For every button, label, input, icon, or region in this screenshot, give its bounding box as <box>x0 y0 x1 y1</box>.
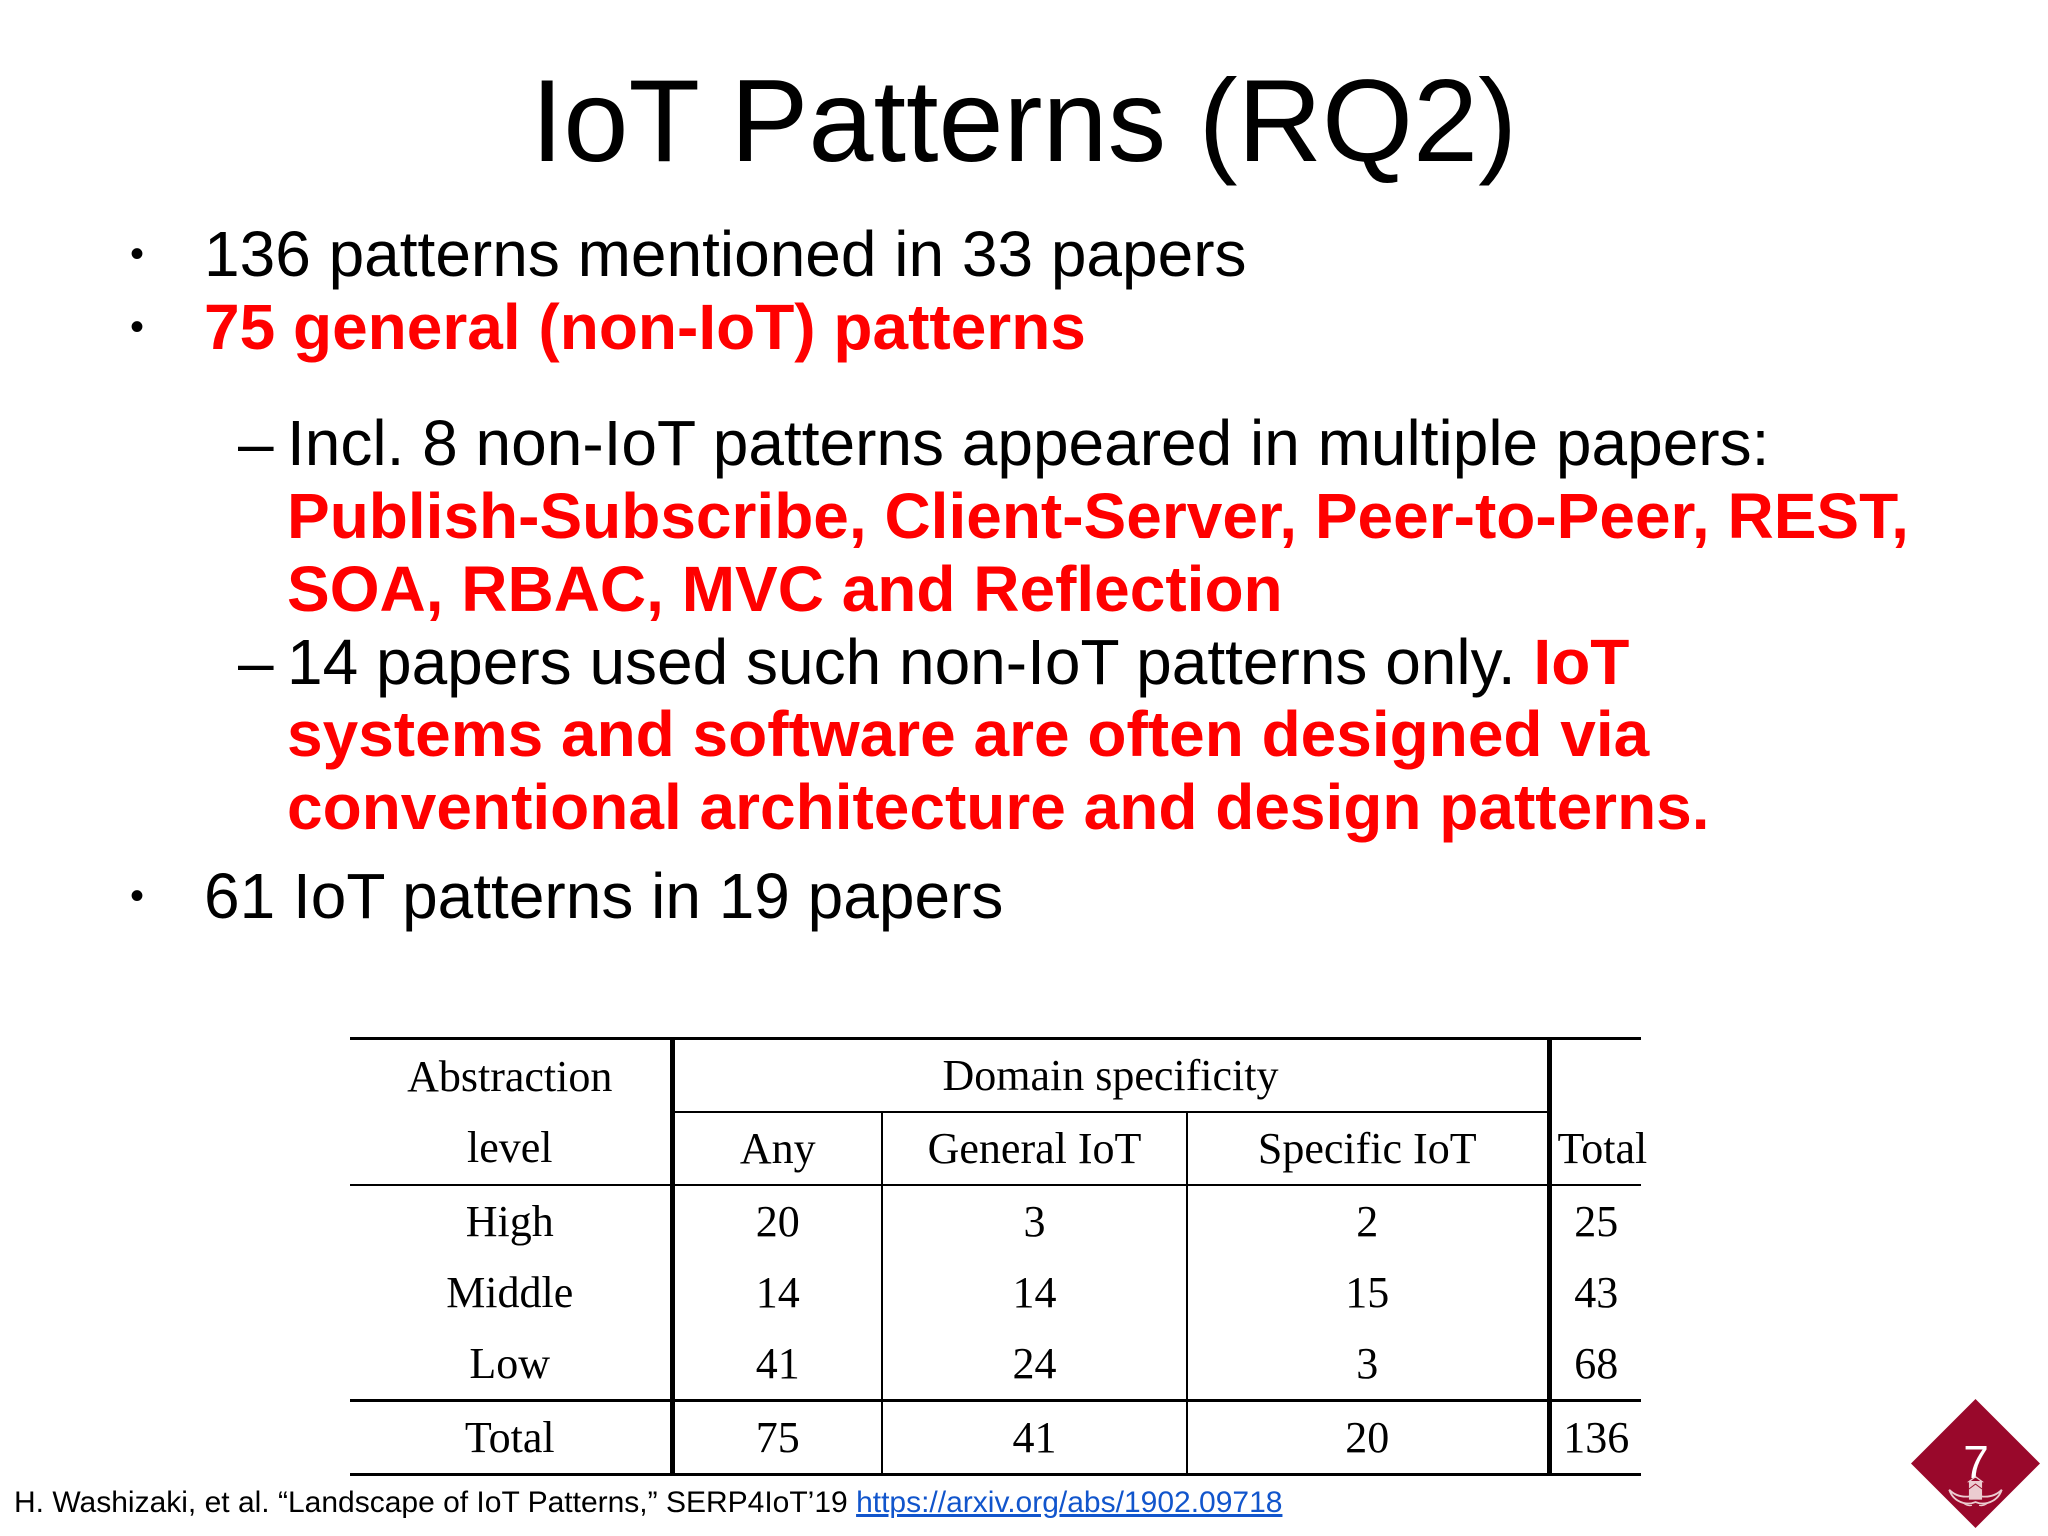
svg-text:7: 7 <box>1963 1436 1989 1488</box>
